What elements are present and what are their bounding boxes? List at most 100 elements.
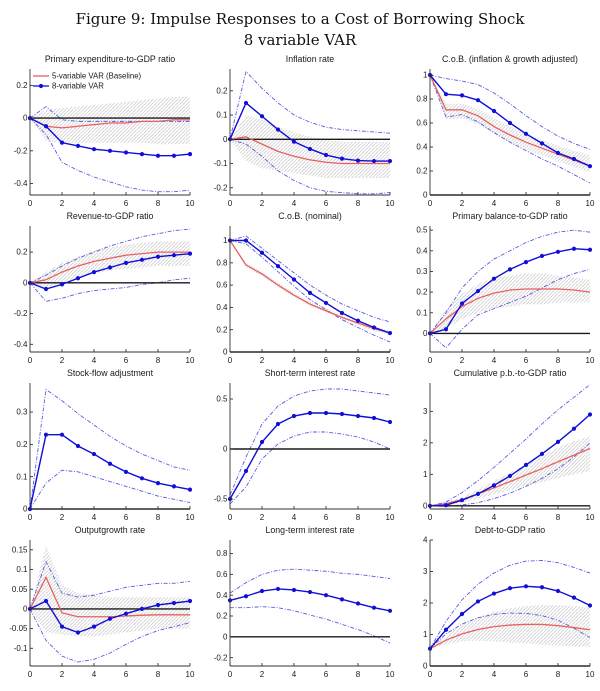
- y-tick-label: -0.4: [14, 340, 28, 349]
- blue-band-upper: [29, 560, 191, 610]
- data-point-marker: [571, 156, 577, 162]
- panel-title: Inflation rate: [286, 54, 335, 64]
- data-point-marker: [475, 491, 481, 496]
- series-baseline-line: [429, 623, 591, 650]
- data-point-marker: [387, 158, 393, 164]
- data-point-marker: [187, 598, 193, 604]
- panel-title: Cumulative p.b.-to-GDP ratio: [454, 368, 567, 378]
- blue-band-lower: [29, 469, 191, 510]
- data-point-marker: [107, 148, 113, 153]
- panel-title: C.o.B. (nominal): [278, 211, 342, 221]
- y-tick-label: 0.15: [12, 545, 28, 554]
- y-tick-label: -0.1: [214, 159, 228, 168]
- data-point-marker: [371, 605, 377, 610]
- y-tick-label: 1: [423, 630, 428, 639]
- data-point-marker: [187, 151, 193, 157]
- blue-band-lower: [229, 431, 391, 505]
- series-8var: [427, 246, 593, 336]
- chart-outputgrowth-rate: -0.1 -0.05 0 0.05 0.1 0.15 0 2 4 6 8 10 Outputgrowth…: [9, 525, 195, 679]
- panel-title: Outputgrowth rate: [75, 525, 146, 535]
- blue-band-lower: [229, 240, 391, 343]
- x-tick-label: 10: [586, 356, 595, 365]
- data-point-marker: [443, 327, 449, 332]
- data-point-marker: [571, 246, 577, 251]
- data-point-marker: [323, 410, 329, 416]
- figure-caption: Figure 9: Impulse Responses to a Cost of…: [0, 0, 600, 49]
- x-tick-label: 6: [124, 199, 129, 208]
- series-baseline-line: [229, 240, 391, 334]
- blue-band-upper: [229, 568, 391, 594]
- y-tick-label: 0.2: [216, 325, 228, 334]
- data-point-marker: [91, 451, 97, 457]
- y-tick-label: 0.1: [16, 472, 28, 481]
- x-tick-label: 4: [292, 670, 297, 679]
- blue-band-upper: [429, 74, 591, 150]
- panel-primary-balance-to-gdp-ratio: 0 0.1 0.2 0.3 0.4 0.5 0 2 4 6 8 10 Primary balance-t…: [400, 210, 600, 367]
- axes: -0.4 -0.2 0 0.2 0 2 4 6 8 10: [14, 226, 195, 365]
- x-tick-label: 8: [556, 199, 561, 208]
- data-point-marker: [91, 147, 97, 152]
- blue-band-lower: [429, 612, 591, 650]
- data-point-marker: [323, 300, 329, 306]
- data-point-marker: [555, 150, 561, 156]
- data-point-marker: [243, 468, 249, 474]
- series-baseline-line: [229, 136, 390, 165]
- y-tick-label: 0: [223, 135, 228, 144]
- data-point-marker: [587, 247, 593, 252]
- data-point-marker: [339, 156, 345, 161]
- axes: -0.1 -0.05 0 0.05 0.1 0.15 0 2 4 6 8 10: [9, 540, 195, 679]
- x-tick-label: 2: [60, 670, 65, 679]
- blue-band-lower: [429, 268, 591, 349]
- y-tick-label: 0: [223, 445, 228, 454]
- blue-band-upper: [29, 388, 191, 510]
- data-point-marker: [443, 627, 449, 632]
- data-point-marker: [259, 439, 265, 445]
- legend-label-var8: 8-variable VAR: [52, 82, 104, 91]
- data-point-marker: [123, 469, 129, 474]
- x-tick-label: 4: [492, 513, 497, 522]
- series-8var: [427, 584, 593, 651]
- y-tick-label: 0: [223, 348, 228, 357]
- data-point-marker: [123, 260, 129, 265]
- x-tick-label: 6: [324, 199, 329, 208]
- chart-cumulative-p-b-to-gdp-ratio: 0 1 2 3 0 2 4 6 8 10 Cumulative p.b.-to-GDP ratio: [423, 368, 595, 522]
- blue-band-lower: [429, 74, 591, 184]
- x-tick-label: 2: [60, 199, 65, 208]
- x-tick-label: 10: [386, 513, 395, 522]
- y-tick-label: 0.5: [216, 395, 228, 404]
- axes: 0 0.1 0.2 0.3 0.4 0.5 0 2 4 6 8 10: [416, 226, 595, 365]
- data-point-marker: [171, 484, 177, 489]
- x-tick-label: 2: [460, 199, 465, 208]
- chart-inflation-rate: -0.2 -0.1 0 0.1 0.2 0 2 4 6 8 10 Inflation rate: [214, 54, 395, 208]
- x-tick-label: 6: [524, 670, 529, 679]
- blue-band-upper: [229, 388, 391, 496]
- y-tick-label: -0.5: [214, 495, 228, 504]
- data-point-marker: [459, 498, 465, 503]
- x-tick-label: 0: [428, 513, 433, 522]
- x-tick-label: 2: [460, 670, 465, 679]
- x-tick-label: 10: [386, 199, 395, 208]
- data-point-marker: [187, 487, 193, 492]
- panel-title: Long-term interest rate: [266, 525, 355, 535]
- panel-title: Revenue-to-GDP ratio: [67, 211, 154, 221]
- axes: 0 0.1 0.2 0.3 0 2 4 6 8 10: [16, 383, 195, 522]
- y-tick-label: 0.8: [416, 95, 428, 104]
- chart-primary-expenditure-to-gdp-ratio: -0.4 -0.2 0 0.2 0 2 4 6 8 10 Primary expenditure-t…: [14, 54, 195, 208]
- y-tick-label: 0.2: [416, 167, 428, 176]
- data-point-marker: [139, 257, 145, 262]
- series-8var: [27, 598, 193, 635]
- y-tick-label: 0.2: [216, 612, 228, 621]
- gray-confidence-band: [430, 605, 590, 649]
- axes: -0.500.50 2 4 6 8 10: [214, 383, 395, 522]
- x-tick-label: 0: [28, 356, 33, 365]
- y-tick-label: 0.6: [216, 281, 228, 290]
- y-tick-label: 1: [423, 71, 428, 80]
- data-point-marker: [259, 114, 265, 119]
- data-point-marker: [155, 481, 161, 486]
- panel-revenue-to-gdp-ratio: -0.4 -0.2 0 0.2 0 2 4 6 8 10 Revenue-to-GDP ratio: [0, 210, 200, 367]
- data-point-marker: [75, 630, 81, 635]
- blue-band-lower: [229, 138, 391, 195]
- data-point-marker: [155, 153, 161, 158]
- x-tick-label: 4: [292, 356, 297, 365]
